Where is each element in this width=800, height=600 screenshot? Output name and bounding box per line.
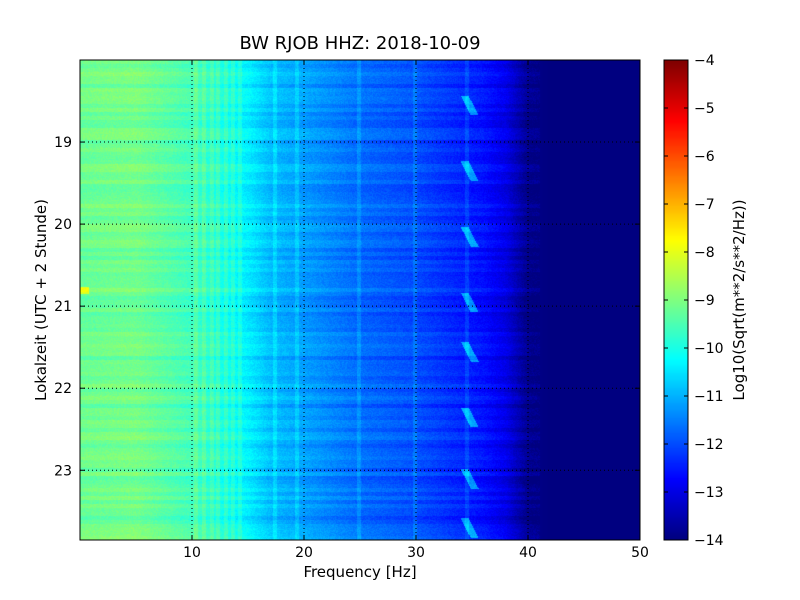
colorbar-tick-label: −14 (694, 533, 724, 549)
x-tick-label: 20 (295, 545, 313, 561)
x-tick-label: 40 (519, 545, 537, 561)
colorbar-tick-label: −6 (694, 149, 715, 165)
colorbar-tick-label: −13 (694, 485, 724, 501)
y-axis: 19 20 21 22 23 (54, 135, 640, 479)
colorbar: −4 −5 −6 −7 −8 −9 −10 −11 −12 −13 −14 (663, 53, 724, 549)
heatmap-layer (80, 60, 640, 540)
spectrogram-heatmap (80, 60, 640, 540)
colorbar-ticks: −4 −5 −6 −7 −8 −9 −10 −11 −12 −13 −14 (664, 53, 724, 549)
plot-frame (79, 59, 641, 541)
x-axis-label: Frequency [Hz] (303, 563, 416, 581)
x-tick-label: 30 (407, 545, 425, 561)
grid-lines (80, 60, 640, 540)
x-tick-label: 10 (183, 545, 201, 561)
y-tick-label: 22 (54, 381, 72, 397)
y-tick-label: 19 (54, 135, 72, 151)
y-tick-label: 20 (54, 217, 72, 233)
y-tick-label: 21 (54, 299, 72, 315)
colorbar-tick-label: −8 (694, 245, 715, 261)
colorbar-tick-label: −10 (694, 341, 724, 357)
colorbar-tick-label: −9 (694, 293, 715, 309)
colorbar-tick-label: −7 (694, 197, 715, 213)
colorbar-tick-label: −11 (694, 389, 724, 405)
colorbar-label: Log10(Sqrt(m**2/s**2/Hz)) (730, 199, 748, 400)
x-axis: 10 20 30 40 50 (183, 60, 649, 561)
y-tick-label: 23 (54, 463, 72, 479)
y-axis-label: Lokalzeit (UTC + 2 Stunde) (32, 199, 50, 401)
colorbar-tick-label: −12 (694, 437, 724, 453)
colorbar-tick-label: −4 (694, 53, 715, 69)
colorbar-tick-label: −5 (694, 101, 715, 117)
x-tick-label: 50 (631, 545, 649, 561)
chart-title: BW RJOB HHZ: 2018-10-09 (239, 33, 480, 54)
